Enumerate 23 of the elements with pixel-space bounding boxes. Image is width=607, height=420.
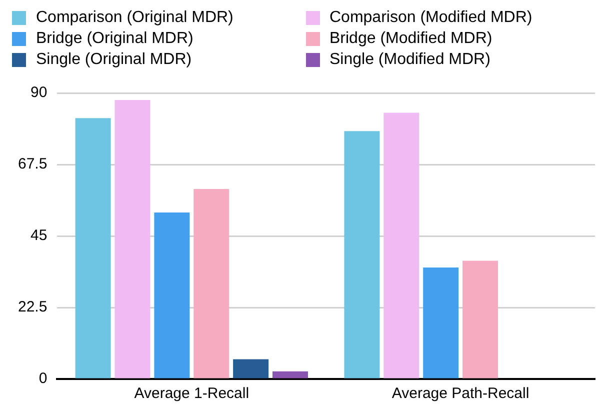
y-tick-label: 90 [30, 84, 48, 102]
y-tick-label: 45 [30, 227, 48, 244]
x-tick-label: Average Path-Recall [392, 385, 530, 402]
legend-label: Comparison (Modified MDR) [330, 9, 532, 27]
bar [154, 212, 190, 378]
legend-label: Comparison (Original MDR) [36, 9, 234, 27]
bar [114, 100, 150, 378]
x-tick-label: Average 1-Recall [134, 385, 250, 402]
legend-label: Bridge (Original MDR) [36, 30, 194, 48]
legend-label: Bridge (Modified MDR) [330, 30, 492, 48]
legend-label: Single (Original MDR) [36, 51, 192, 69]
bar [384, 112, 420, 378]
y-tick-label: 0 [38, 370, 48, 388]
bar [233, 359, 269, 378]
bar [423, 267, 459, 378]
y-tick-label: 67.5 [18, 156, 48, 173]
bar [272, 371, 308, 378]
legend-label: Single (Modified MDR) [330, 51, 490, 69]
bar [462, 260, 498, 378]
bar [194, 188, 230, 378]
bar [75, 118, 111, 378]
y-tick-label: 22.5 [18, 298, 48, 316]
bar [344, 131, 380, 378]
